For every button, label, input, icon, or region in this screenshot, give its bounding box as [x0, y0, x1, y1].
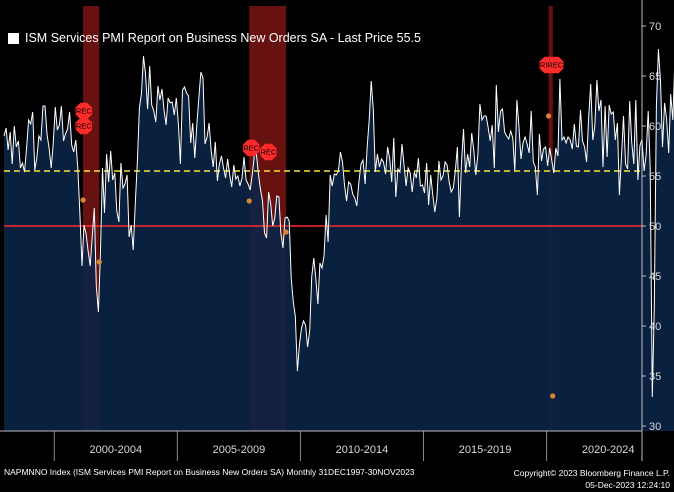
- y-tick-label-65: 65: [649, 71, 661, 83]
- recession-dot-6: [550, 393, 556, 399]
- y-tick-label-60: 60: [649, 121, 661, 133]
- recession-dot-1: [80, 197, 86, 203]
- y-tick-label-45: 45: [649, 271, 661, 283]
- recession-dot-5: [545, 113, 552, 119]
- y-tick-label-30: 30: [649, 421, 661, 433]
- x-tick-label-2: 2005-2009: [213, 444, 266, 456]
- x-tick-label-1: 2000-2004: [89, 444, 142, 456]
- rec-marker-label: REC: [76, 107, 92, 116]
- chart-legend: ISM Services PMI Report on Business New …: [8, 31, 421, 45]
- footer-series-info: NAPMNNO Index (ISM Services PMI Report o…: [4, 467, 415, 477]
- footer-copyright-line: Copyright© 2023 Bloomberg Finance L.P.: [513, 468, 670, 478]
- rec-marker-label: REC: [547, 61, 563, 70]
- rec-marker-shape: [260, 143, 277, 161]
- rec-marker-shape: [75, 102, 93, 120]
- recession-dot-3: [246, 198, 252, 204]
- legend-label: ISM Services PMI Report on Business New …: [25, 31, 421, 45]
- footer-copyright: Copyright© 2023 Bloomberg Finance L.P. 0…: [514, 467, 670, 491]
- rec-marker-label: REC: [76, 122, 92, 131]
- rec-marker-shape: [75, 117, 93, 135]
- x-tick-label-4: 2015-2019: [459, 444, 512, 456]
- rec-marker-label: REC: [243, 144, 259, 153]
- recession-dot-4: [283, 229, 289, 235]
- rec-marker-1: REC: [75, 102, 93, 120]
- series-line: [3, 48, 674, 398]
- rec-marker-label: REC: [261, 148, 277, 157]
- y-tick-label-70: 70: [649, 21, 661, 33]
- series-area: [4, 49, 674, 431]
- rec-marker-shape: [242, 139, 260, 157]
- rec-marker-4: REC: [260, 143, 277, 161]
- rec-marker-3: REC: [242, 139, 260, 157]
- y-tick-label-40: 40: [649, 321, 661, 333]
- recession-dot-2: [96, 259, 102, 265]
- x-tick-label-3: 2010-2014: [336, 444, 389, 456]
- y-tick-label-35: 35: [649, 371, 661, 383]
- rec-marker-6: REC: [546, 56, 564, 74]
- x-tick-label-5: 2020-2024: [582, 444, 635, 456]
- y-tick-label-50: 50: [649, 221, 661, 233]
- footer-timestamp: 05-Dec-2023 12:24:10: [585, 480, 670, 490]
- legend-swatch: [8, 32, 19, 44]
- y-tick-label-55: 55: [649, 171, 661, 183]
- rec-marker-shape: [546, 56, 564, 74]
- rec-marker-2: REC: [75, 117, 93, 135]
